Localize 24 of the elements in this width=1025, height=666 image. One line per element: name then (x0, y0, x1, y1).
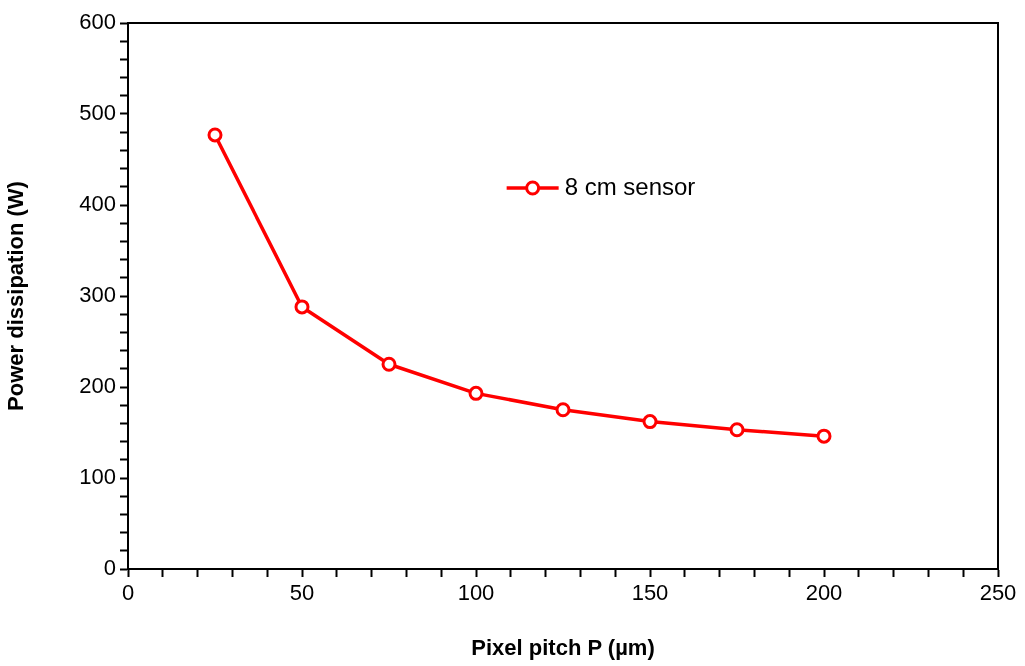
y-tick-label: 200 (79, 373, 116, 399)
y-tick-label: 400 (79, 191, 116, 217)
point (555, 402, 571, 418)
x-tick-label: 50 (289, 580, 315, 606)
point (816, 428, 832, 444)
x-tick-label: 200 (805, 580, 843, 606)
legend-label: 8 cm sensor (564, 172, 696, 200)
x-tick-label: 250 (979, 580, 1017, 606)
y-tick-label: 100 (79, 464, 116, 490)
point (642, 414, 658, 430)
point (294, 299, 310, 315)
point (207, 127, 223, 143)
y-tick-label: 500 (79, 100, 116, 126)
point (468, 385, 484, 401)
point (729, 422, 745, 438)
x-axis-title: Pixel pitch P (µm) (471, 634, 655, 660)
x-tick-label: 150 (631, 580, 669, 606)
point (381, 356, 397, 372)
x-tick-label: 0 (121, 580, 135, 606)
y-tick-label: 300 (79, 282, 116, 308)
y-tick-label: 0 (103, 555, 116, 581)
y-tick-label: 600 (79, 9, 116, 35)
x-tick-label: 100 (457, 580, 495, 606)
y-axis-title: Power dissipation (W) (3, 181, 29, 411)
